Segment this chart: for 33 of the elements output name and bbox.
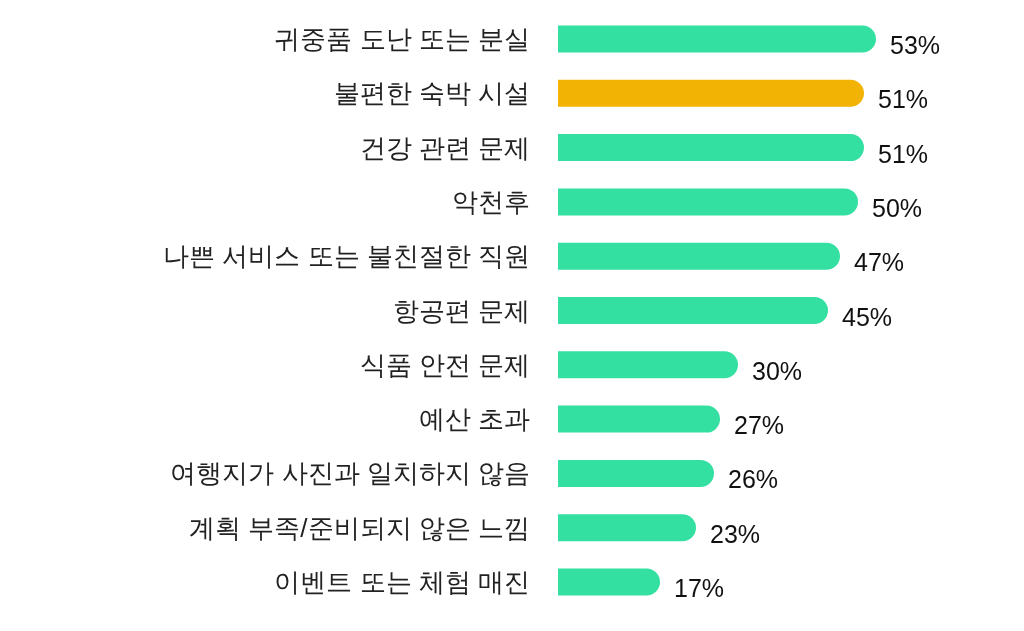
y-tick-label: 불편한 숙박 시설 (333, 78, 530, 109)
data-label: 47% (854, 248, 905, 277)
data-label: 51% (878, 85, 929, 114)
data-label: 26% (728, 465, 779, 494)
y-tick-label: 나쁜 서비스 또는 불친절한 직원 (163, 241, 530, 272)
data-label: 23% (710, 519, 761, 548)
bar (558, 242, 840, 270)
y-tick-label: 계획 부족/준비되지 않은 느낌 (189, 512, 530, 543)
data-label: 53% (890, 31, 941, 59)
data-label: 45% (842, 302, 893, 331)
bar (558, 297, 828, 324)
bar (558, 134, 864, 162)
bar (558, 79, 864, 107)
bar (558, 25, 876, 53)
bar (558, 351, 738, 379)
y-tick-label: 여행지가 사진과 일치하지 않음 (170, 458, 530, 489)
data-label: 27% (734, 411, 785, 440)
y-tick-label: 예산 초과 (418, 404, 530, 435)
bar (558, 514, 696, 542)
data-label: 51% (878, 139, 929, 168)
y-tick-label: 식품 안전 문제 (359, 349, 530, 380)
y-tick-label: 이벤트 또는 체험 매진 (274, 567, 530, 597)
bar (558, 405, 720, 433)
bar (558, 459, 714, 487)
data-label: 30% (752, 356, 803, 385)
bar (558, 568, 660, 596)
y-tick-label: 악천후 (452, 186, 530, 217)
y-tick-label: 귀중품 도난 또는 분실 (274, 24, 530, 54)
bar (558, 188, 858, 216)
data-label: 50% (872, 193, 923, 222)
y-tick-label: 건강 관련 문제 (359, 132, 530, 163)
data-label: 17% (674, 574, 725, 602)
y-tick-label: 항공편 문제 (392, 295, 530, 326)
